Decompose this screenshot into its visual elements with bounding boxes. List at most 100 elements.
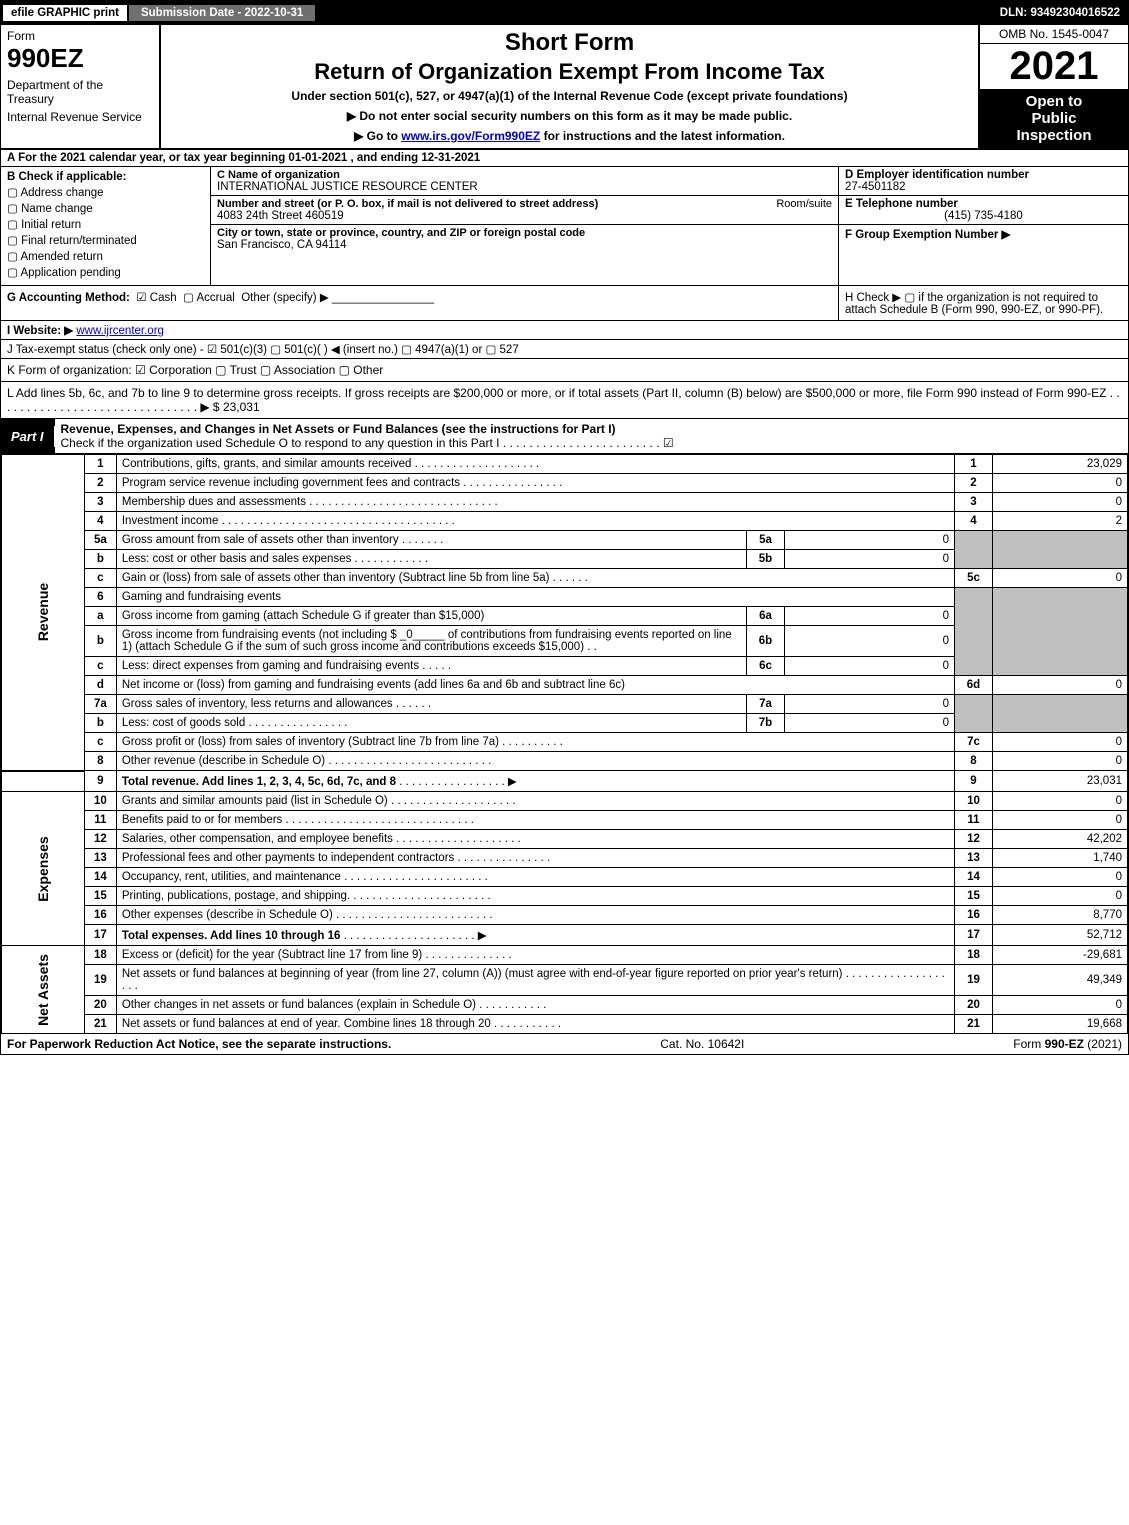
efile-print-button[interactable]: efile GRAPHIC print [1, 3, 129, 23]
tax-year: 2021 [980, 44, 1128, 89]
l19-num: 19 [84, 965, 116, 996]
l12-val: 42,202 [993, 830, 1128, 849]
line-5c: c Gain or (loss) from sale of assets oth… [2, 569, 1128, 588]
line-17: 17 Total expenses. Add lines 10 through … [2, 925, 1128, 946]
box-def: D Employer identification number 27-4501… [838, 167, 1128, 285]
box-b-label: B Check if applicable: [7, 171, 204, 183]
l13-num: 13 [84, 849, 116, 868]
cb-final-return-label: Final return/terminated [21, 235, 137, 247]
block-bcde: B Check if applicable: ▢ Address change … [1, 167, 1128, 286]
phone-cell: E Telephone number (415) 735-4180 [839, 196, 1128, 225]
line-2: 2 Program service revenue including gove… [2, 474, 1128, 493]
l14-desc: Occupancy, rent, utilities, and maintena… [116, 868, 954, 887]
form-container: efile GRAPHIC print Submission Date - 20… [0, 0, 1129, 1055]
cb-address-change[interactable]: ▢ Address change [7, 185, 204, 199]
g-label: G Accounting Method: [7, 292, 130, 304]
g-other[interactable]: Other (specify) ▶ [241, 292, 328, 304]
l18-desc: Excess or (deficit) for the year (Subtra… [116, 946, 954, 965]
l6-grey [955, 588, 993, 676]
website-link[interactable]: www.ijrcenter.org [76, 325, 164, 337]
l17-num: 17 [84, 925, 116, 946]
g-cash[interactable]: Cash [150, 292, 177, 304]
l13-desc: Professional fees and other payments to … [116, 849, 954, 868]
line-18: Net Assets 18 Excess or (deficit) for th… [2, 946, 1128, 965]
footer-right: Form 990-EZ (2021) [1013, 1037, 1122, 1051]
l6b-sn: 6b [747, 626, 785, 657]
l7b-desc: Less: cost of goods sold . . . . . . . .… [116, 714, 746, 733]
dept-irs: Internal Revenue Service [7, 110, 153, 124]
l5a-sn: 5a [747, 531, 785, 550]
g-accrual[interactable]: Accrual [196, 292, 234, 304]
l7c-num: c [84, 733, 116, 752]
open-to-public: Open to Public Inspection [980, 89, 1128, 148]
line-10: Expenses 10 Grants and similar amounts p… [2, 792, 1128, 811]
l6d-val: 0 [993, 676, 1128, 695]
topbar: efile GRAPHIC print Submission Date - 20… [1, 1, 1128, 25]
l9-num: 9 [84, 771, 116, 792]
cb-name-change[interactable]: ▢ Name change [7, 201, 204, 215]
footer-cat: Cat. No. 10642I [391, 1037, 1013, 1051]
part-1-desc: Revenue, Expenses, and Changes in Net As… [55, 419, 1128, 453]
footer: For Paperwork Reduction Act Notice, see … [1, 1034, 1128, 1054]
part-1-title: Revenue, Expenses, and Changes in Net As… [61, 422, 616, 436]
l2-num: 2 [84, 474, 116, 493]
irs-link[interactable]: www.irs.gov/Form990EZ [401, 129, 540, 143]
l4-num: 4 [84, 512, 116, 531]
phone: (415) 735-4180 [845, 210, 1122, 222]
l16-num: 16 [84, 906, 116, 925]
l19-desc: Net assets or fund balances at beginning… [116, 965, 954, 996]
row-gh: G Accounting Method: ☑ Cash ▢ Accrual Ot… [1, 286, 1128, 321]
l6-num: 6 [84, 588, 116, 607]
l18-num: 18 [84, 946, 116, 965]
box-c: C Name of organization INTERNATIONAL JUS… [211, 167, 838, 285]
l16-desc: Other expenses (describe in Schedule O) … [116, 906, 954, 925]
form-label: Form [7, 29, 153, 43]
l5b-num: b [84, 550, 116, 569]
row-i: I Website: ▶ www.ijrcenter.org [1, 321, 1128, 340]
line-21: 21 Net assets or fund balances at end of… [2, 1015, 1128, 1034]
l1-val: 23,029 [993, 455, 1128, 474]
line-19: 19 Net assets or fund balances at beginn… [2, 965, 1128, 996]
l5b-sv: 0 [785, 550, 955, 569]
l12-desc: Salaries, other compensation, and employ… [116, 830, 954, 849]
l7a-sn: 7a [747, 695, 785, 714]
city-label: City or town, state or province, country… [217, 227, 832, 239]
form-number: 990EZ [7, 43, 153, 74]
l14-nc: 14 [955, 868, 993, 887]
city-cell: City or town, state or province, country… [211, 225, 838, 253]
cb-application-pending[interactable]: ▢ Application pending [7, 265, 204, 279]
cb-amended-return[interactable]: ▢ Amended return [7, 249, 204, 263]
row-a-tax-year: A For the 2021 calendar year, or tax yea… [1, 150, 1128, 167]
group-exemption-label: F Group Exemption Number ▶ [845, 227, 1122, 241]
l8-desc: Other revenue (describe in Schedule O) .… [116, 752, 954, 771]
l20-num: 20 [84, 996, 116, 1015]
ein: 27-4501182 [845, 181, 1122, 193]
l5c-val: 0 [993, 569, 1128, 588]
l11-nc: 11 [955, 811, 993, 830]
l20-desc: Other changes in net assets or fund bala… [116, 996, 954, 1015]
l6d-nc: 6d [955, 676, 993, 695]
l6a-num: a [84, 607, 116, 626]
org-name-cell: C Name of organization INTERNATIONAL JUS… [211, 167, 838, 196]
cb-final-return[interactable]: ▢ Final return/terminated [7, 233, 204, 247]
l7c-desc: Gross profit or (loss) from sales of inv… [116, 733, 954, 752]
part-1-bar: Part I Revenue, Expenses, and Changes in… [1, 419, 1128, 454]
netassets-sidelabel: Net Assets [2, 946, 85, 1034]
l3-nc: 3 [955, 493, 993, 512]
l5a-num: 5a [84, 531, 116, 550]
l7-grey [955, 695, 993, 733]
l7c-nc: 7c [955, 733, 993, 752]
l14-val: 0 [993, 868, 1128, 887]
l13-nc: 13 [955, 849, 993, 868]
line-5a: 5a Gross amount from sale of assets othe… [2, 531, 1128, 550]
l6b-desc: Gross income from fundraising events (no… [116, 626, 746, 657]
cb-application-pending-label: Application pending [20, 267, 120, 279]
l9-desc: Total revenue. Add lines 1, 2, 3, 4, 5c,… [116, 771, 954, 792]
short-form-title: Short Form [169, 29, 970, 57]
cb-amended-return-label: Amended return [20, 251, 102, 263]
l15-num: 15 [84, 887, 116, 906]
cb-initial-return[interactable]: ▢ Initial return [7, 217, 204, 231]
l3-num: 3 [84, 493, 116, 512]
l5c-num: c [84, 569, 116, 588]
l6a-desc: Gross income from gaming (attach Schedul… [116, 607, 746, 626]
